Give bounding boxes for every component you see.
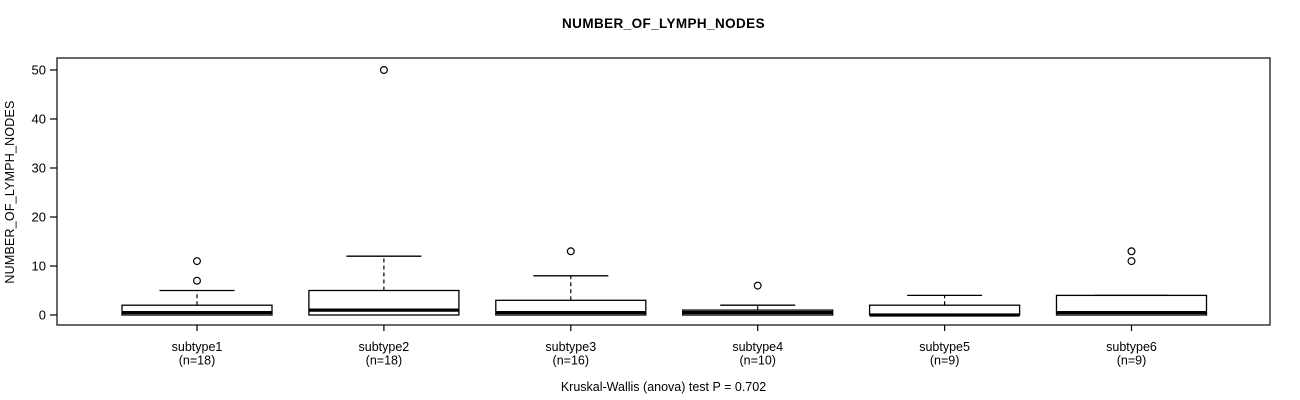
- outlier-point: [566, 247, 575, 256]
- x-tick-label: subtype1: [172, 340, 223, 354]
- x-tick-label: subtype2: [359, 340, 410, 354]
- x-tick-n: (n=9): [930, 354, 960, 368]
- x-tick-n: (n=9): [1117, 354, 1147, 368]
- x-tick-n: (n=16): [553, 354, 589, 368]
- y-tick-label: 20: [32, 210, 46, 225]
- y-tick-label: 40: [32, 112, 46, 127]
- outlier-point: [1127, 257, 1136, 266]
- x-tick-n: (n=10): [739, 354, 775, 368]
- outlier-point: [753, 281, 762, 290]
- x-tick-n: (n=18): [366, 354, 402, 368]
- plot-border: [56, 57, 1271, 326]
- box-iqr: [121, 304, 273, 316]
- y-tick-label: 50: [32, 63, 46, 78]
- chart-title: NUMBER_OF_LYMPH_NODES: [562, 16, 765, 31]
- x-tick-label: subtype3: [545, 340, 596, 354]
- box-iqr: [1055, 294, 1208, 316]
- x-tick-label: subtype6: [1106, 340, 1157, 354]
- y-tick-label: 0: [39, 308, 46, 323]
- y-tick-label: 10: [32, 259, 46, 274]
- outlier-point: [379, 65, 388, 74]
- x-tick-label: subtype4: [732, 340, 783, 354]
- outlier-point: [1127, 247, 1136, 256]
- x-tick-n: (n=18): [179, 354, 215, 368]
- y-tick-label: 30: [32, 161, 46, 176]
- outlier-point: [193, 257, 202, 266]
- outlier-point: [193, 276, 202, 285]
- stat-test-caption: Kruskal-Wallis (anova) test P = 0.702: [560, 380, 767, 394]
- x-tick-label: subtype5: [919, 340, 970, 354]
